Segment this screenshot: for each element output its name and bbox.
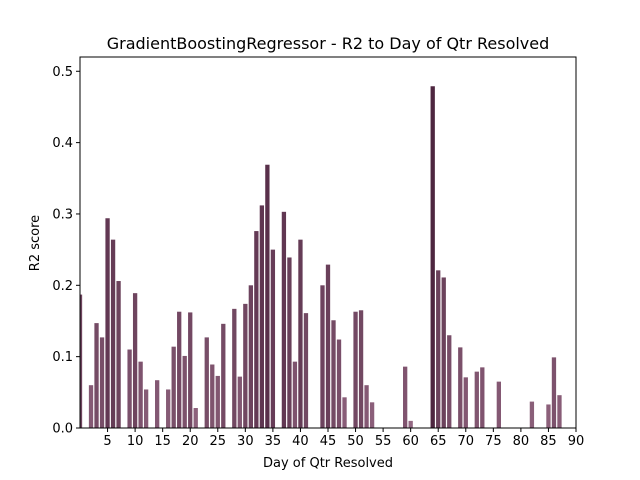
bar-day-64 [430, 86, 435, 428]
bar-day-25 [215, 375, 220, 428]
bar-day-59 [403, 366, 408, 428]
bar-day-69 [458, 347, 463, 428]
x-axis-title: Day of Qtr Resolved [263, 456, 393, 471]
y-tick-label: 0.5 [52, 65, 73, 80]
bar-day-46 [331, 320, 336, 428]
bar-day-72 [474, 371, 479, 428]
bar-day-50 [353, 311, 358, 428]
x-tick-label: 15 [154, 434, 171, 449]
chart-title: GradientBoostingRegressor - R2 to Day of… [107, 34, 550, 53]
bar-day-20 [188, 312, 193, 428]
bar-day-11 [138, 361, 143, 428]
bar-day-31 [248, 285, 253, 428]
bar-day-38 [287, 257, 292, 428]
bar-day-37 [281, 211, 287, 428]
bar-day-87 [557, 395, 562, 428]
bar-day-6 [110, 239, 116, 428]
y-axis-title: R2 score [28, 215, 43, 271]
bar-day-28 [232, 308, 237, 428]
y-axis: 0.0 0.1 0.2 0.3 0.4 0.5 [52, 65, 80, 437]
bar-day-39 [292, 361, 298, 428]
bar-day-9 [127, 349, 132, 428]
y-tick-label: 0.2 [52, 279, 73, 294]
bar-day-10 [132, 293, 138, 428]
bar-day-34 [265, 164, 270, 429]
bar-day-51 [358, 310, 364, 428]
bar-day-48 [342, 397, 347, 428]
bar-day-32 [254, 231, 259, 428]
bar-day-65 [436, 270, 441, 428]
bar-day-44 [320, 285, 325, 428]
x-tick-label: 55 [375, 434, 392, 449]
bar-day-26 [221, 323, 226, 428]
bar-day-24 [210, 364, 215, 428]
x-tick-label: 85 [540, 434, 557, 449]
bar-day-29 [237, 376, 242, 428]
bar-day-40 [298, 239, 303, 428]
y-tick-label: 0.3 [52, 207, 73, 222]
bar-day-21 [193, 408, 198, 428]
bar-day-82 [529, 401, 535, 428]
x-axis: 5 10 15 20 25 30 35 40 45 50 55 60 65 70 75 80 85 90 [103, 428, 584, 449]
bar-day-17 [171, 346, 176, 428]
bar-day-12 [143, 389, 149, 428]
bar-day-14 [155, 380, 160, 428]
bar-day-60 [408, 420, 413, 428]
y-tick-label: 0.1 [52, 350, 73, 365]
bar-day-76 [496, 381, 501, 429]
bar-day-85 [546, 404, 551, 428]
x-tick-label: 40 [292, 434, 309, 449]
x-tick-label: 25 [210, 434, 227, 449]
x-tick-label: 5 [103, 434, 111, 449]
bar-day-41 [303, 313, 309, 428]
bar-day-86 [551, 357, 557, 428]
bar-day-70 [463, 377, 468, 428]
bar-day-0 [80, 294, 83, 428]
x-tick-label: 35 [265, 434, 282, 449]
bar-day-23 [204, 337, 209, 428]
bars-group [80, 86, 562, 429]
bar-day-66 [441, 277, 446, 428]
x-tick-label: 20 [182, 434, 199, 449]
bar-day-67 [447, 335, 452, 428]
x-tick-label: 10 [127, 434, 144, 449]
bar-day-45 [325, 264, 331, 428]
y-tick-label: 0.0 [52, 422, 73, 437]
x-tick-label: 60 [402, 434, 419, 449]
x-tick-label: 80 [513, 434, 530, 449]
bar-day-53 [369, 402, 375, 428]
x-tick-label: 50 [347, 434, 364, 449]
x-tick-label: 65 [430, 434, 447, 449]
bar-day-16 [166, 389, 171, 428]
bar-day-73 [480, 367, 485, 428]
bar-day-18 [177, 311, 182, 428]
bar-day-52 [364, 385, 369, 428]
x-tick-label: 30 [237, 434, 254, 449]
y-tick-label: 0.4 [52, 136, 73, 151]
x-tick-label: 45 [320, 434, 337, 449]
bar-day-35 [270, 249, 276, 428]
bar-day-2 [88, 385, 94, 428]
bar-day-3 [94, 323, 99, 428]
bar-day-4 [99, 337, 105, 428]
bar-day-47 [336, 339, 342, 428]
bar-day-33 [259, 205, 265, 428]
x-tick-label: 75 [485, 434, 502, 449]
bar-day-7 [116, 281, 121, 428]
x-tick-label: 70 [458, 434, 475, 449]
bar-day-5 [105, 218, 110, 428]
x-tick-label: 90 [568, 434, 585, 449]
bar-day-30 [243, 303, 248, 428]
bar-day-19 [182, 355, 187, 428]
